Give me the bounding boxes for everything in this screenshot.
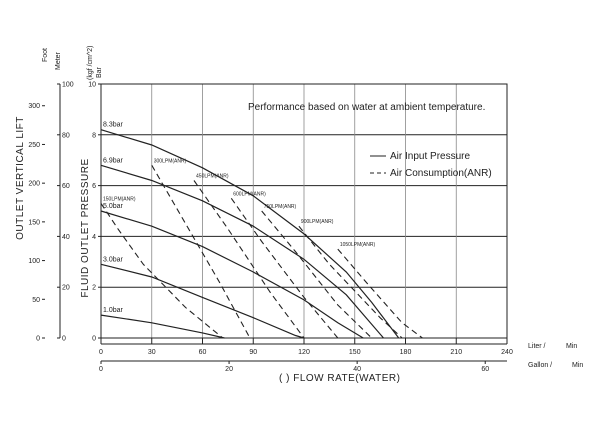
y-tick-label-10: 10 bbox=[88, 82, 96, 89]
meter-tick-label-40: 40 bbox=[62, 234, 70, 241]
meter-tick-label-100: 100 bbox=[62, 82, 74, 89]
curve-6-9bar bbox=[100, 164, 384, 339]
y-axis-title-pressure: FLUID OUTLET PRESSURE bbox=[80, 158, 91, 297]
x-unit-liter-min: Min bbox=[566, 343, 577, 350]
y-tick-label-2: 2 bbox=[92, 285, 96, 292]
curve-5-0bar bbox=[100, 210, 364, 339]
curve-label-1050lpm-anr: 1050LPM(ANR) bbox=[340, 242, 376, 248]
gallon-tick-label-60: 60 bbox=[481, 366, 489, 373]
curve-label-150lpm-anr: 150LPM(ANR) bbox=[103, 196, 136, 202]
curve-label-1-0bar: 1.0bar bbox=[103, 307, 124, 314]
curve-3-0bar bbox=[100, 263, 305, 339]
y-unit-foot: Foot bbox=[42, 48, 49, 62]
meter-tick-label-60: 60 bbox=[62, 183, 70, 190]
foot-tick-label-250: 250 bbox=[28, 142, 40, 149]
x-tick-label-150: 150 bbox=[349, 349, 361, 356]
foot-tick-label-50: 50 bbox=[32, 297, 40, 304]
curve-label-750lpm-anr: 750LPM(ANR) bbox=[264, 204, 297, 210]
curve-label-450lpm-anr: 450LPM(ANR) bbox=[196, 174, 229, 180]
y-tick-label-4: 4 bbox=[92, 234, 96, 241]
curve-label-6-9bar: 6.9bar bbox=[103, 157, 124, 164]
legend-air-consumption: Air Consumption(ANR) bbox=[390, 168, 492, 179]
gallon-tick-label-40: 40 bbox=[353, 366, 361, 373]
curve-750lpm-anr bbox=[261, 210, 373, 339]
foot-tick-label-150: 150 bbox=[28, 219, 40, 226]
x-tick-label-240: 240 bbox=[501, 349, 513, 356]
x-unit-gallon: Gallon / bbox=[528, 362, 552, 369]
grid-layer bbox=[101, 84, 507, 338]
foot-tick-label-300: 300 bbox=[28, 103, 40, 110]
curves-layer bbox=[100, 129, 423, 339]
meter-tick-label-80: 80 bbox=[62, 132, 70, 139]
curve-1-0bar bbox=[100, 314, 225, 339]
curve-label-5-0bar: 5.0bar bbox=[103, 203, 124, 210]
meter-tick-label-0: 0 bbox=[62, 336, 66, 343]
y-unit-bar: Bar bbox=[96, 66, 103, 78]
x-tick-label-210: 210 bbox=[450, 349, 462, 356]
curve-300lpm-anr bbox=[151, 165, 251, 339]
x-tick-label-120: 120 bbox=[298, 349, 310, 356]
x-tick-label-60: 60 bbox=[199, 349, 207, 356]
x-axis-title: ( ) FLOW RATE(WATER) bbox=[279, 373, 400, 384]
curve-label-8-3bar: 8.3bar bbox=[103, 122, 124, 129]
x-tick-label-90: 90 bbox=[249, 349, 257, 356]
x-unit-liter: Liter / bbox=[528, 343, 546, 350]
foot-tick-label-200: 200 bbox=[28, 181, 40, 188]
curve-label-600lpm-anr: 600LPM(ANR) bbox=[233, 191, 266, 197]
x-tick-label-30: 30 bbox=[148, 349, 156, 356]
y-unit-meter: Meter bbox=[55, 51, 62, 70]
y-unit-kgf: (kgf /cm^2) bbox=[87, 46, 94, 80]
foot-tick-label-100: 100 bbox=[28, 258, 40, 265]
curve-label-3-0bar: 3.0bar bbox=[103, 256, 124, 263]
foot-tick-label-0: 0 bbox=[36, 336, 40, 343]
gallon-tick-label-20: 20 bbox=[225, 366, 233, 373]
curve-450lpm-anr bbox=[193, 180, 305, 339]
x-unit-gallon-min: Min bbox=[572, 362, 583, 369]
meter-tick-label-20: 20 bbox=[62, 285, 70, 292]
curve-8-3bar bbox=[100, 129, 400, 339]
curve-label-900lpm-anr: 900LPM(ANR) bbox=[301, 219, 334, 225]
x-tick-label-0: 0 bbox=[99, 349, 103, 356]
y-axis-title-lift: OUTLET VERTICAL LIFT bbox=[15, 116, 26, 240]
y-tick-label-0: 0 bbox=[92, 336, 96, 343]
curve-900lpm-anr bbox=[298, 225, 403, 339]
x-tick-label-180: 180 bbox=[400, 349, 412, 356]
legend-air-input-pressure: Air Input Pressure bbox=[390, 151, 470, 162]
y-tick-label-8: 8 bbox=[92, 132, 96, 139]
curve-label-300lpm-anr: 300LPM(ANR) bbox=[154, 158, 187, 164]
curve-1050lpm-anr bbox=[337, 248, 423, 339]
chart-note: Performance based on water at ambient te… bbox=[248, 102, 485, 113]
curve-150lpm-anr bbox=[100, 203, 224, 339]
y-tick-label-6: 6 bbox=[92, 183, 96, 190]
gallon-tick-label-0: 0 bbox=[99, 366, 103, 373]
